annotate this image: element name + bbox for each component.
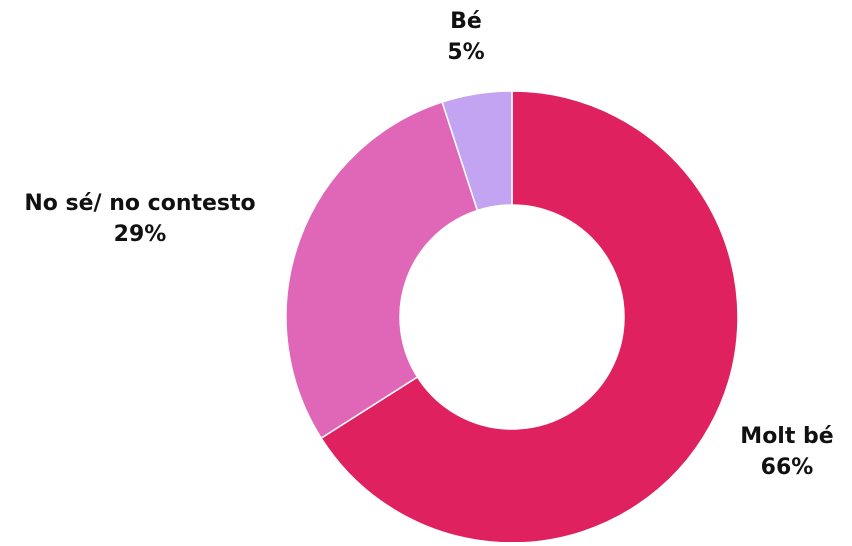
donut-slice-molt-be	[320, 90, 739, 544]
donut-slice-be	[441, 90, 513, 212]
slice-label-no-se: No sé/ no contesto 29%	[24, 188, 255, 250]
slice-label-molt-be-value: 66%	[760, 455, 814, 480]
slice-label-molt-be-name: Molt bé	[740, 424, 834, 449]
slice-label-be-name: Bé	[450, 9, 482, 34]
donut-slice-no-se-no-contesto	[285, 101, 479, 440]
slice-label-be: Bé 5%	[447, 6, 484, 68]
slice-label-molt-be: Molt bé 66%	[740, 421, 833, 483]
slice-label-no-se-value: 29%	[113, 222, 167, 247]
slice-label-no-se-name: No sé/ no contesto	[24, 191, 256, 216]
slice-label-be-value: 5%	[447, 40, 485, 65]
